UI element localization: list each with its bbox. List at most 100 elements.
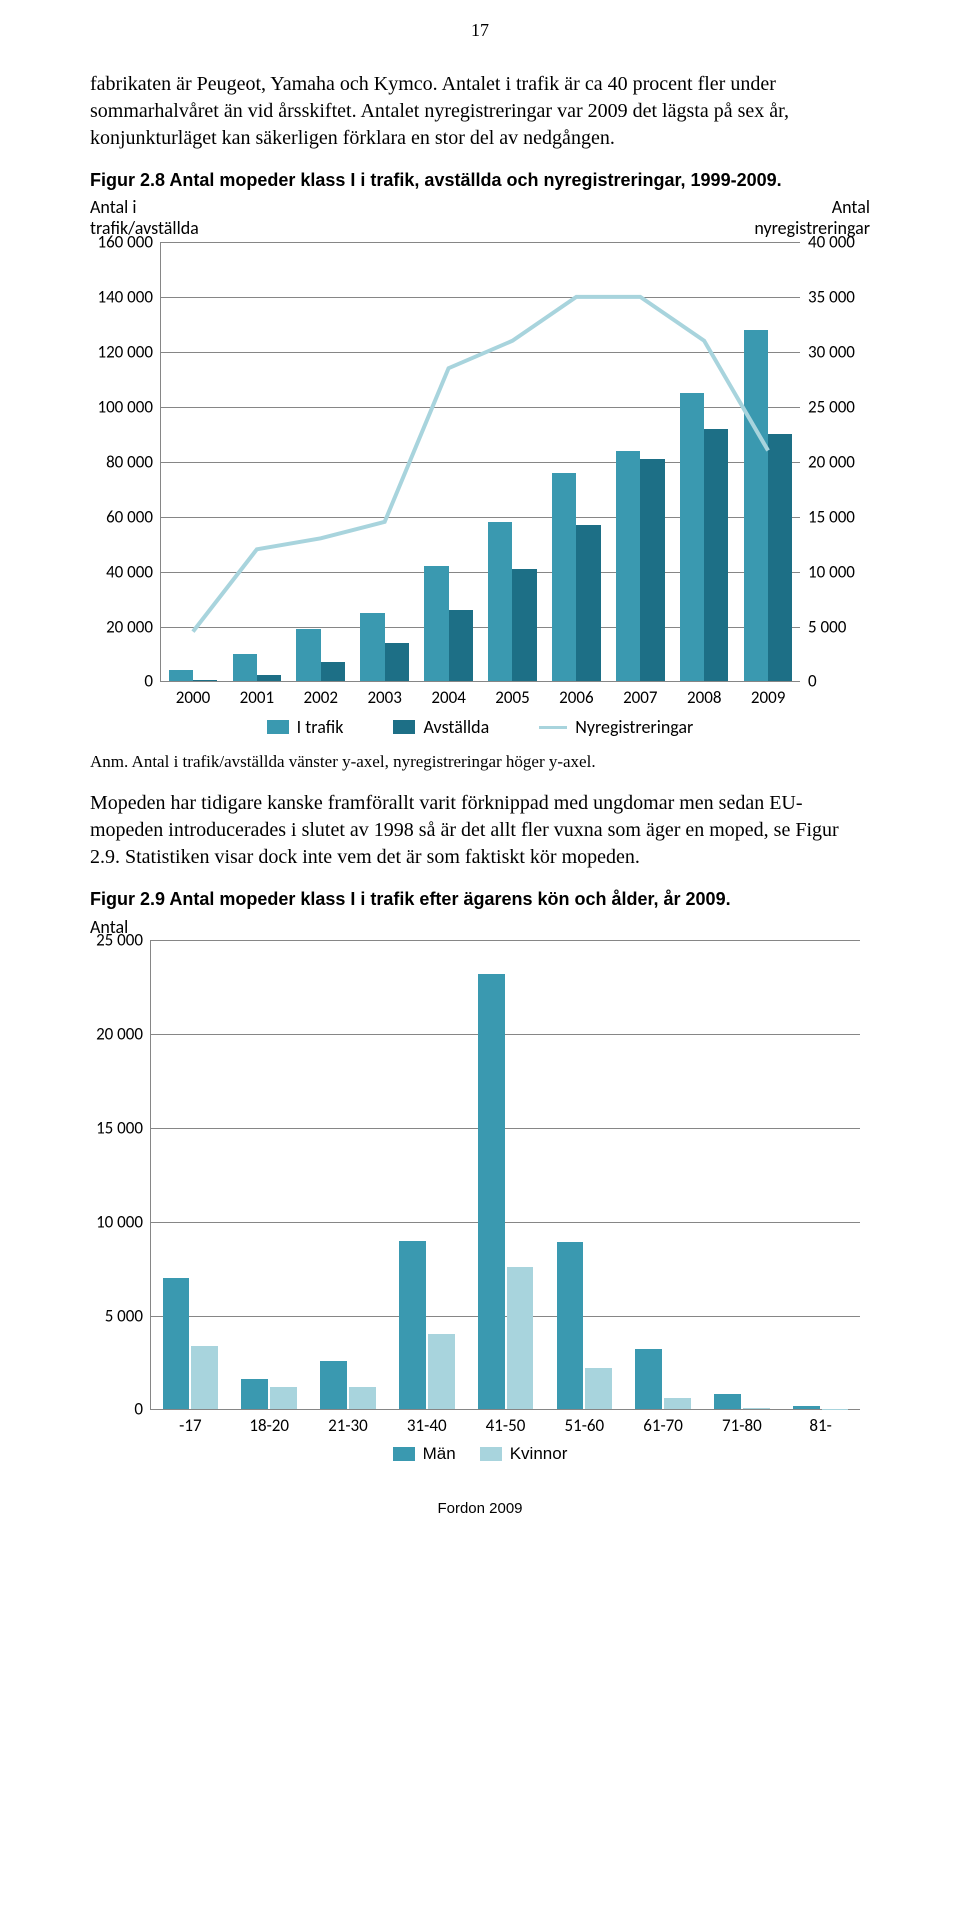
chart2-group: 41-50 [466, 940, 545, 1409]
bar-avstallda [704, 429, 728, 681]
bar-man [320, 1361, 347, 1410]
bar-man [399, 1241, 426, 1410]
chart1-xtick: 2002 [304, 687, 338, 708]
chart2-xtick: 31-40 [407, 1415, 447, 1436]
legend-label-nyreg: Nyregistreringar [575, 716, 693, 738]
chart1-xtick: 2000 [176, 687, 210, 708]
bar-i-trafik [744, 330, 768, 681]
chart2-legend: Män Kvinnor [90, 1444, 870, 1464]
chart1-xtick: 2006 [559, 687, 593, 708]
page-footer: Fordon 2009 [90, 1500, 870, 1517]
chart2-ylabel: Antal [90, 916, 870, 938]
chart2-ytick: 10 000 [91, 1211, 143, 1232]
chart1-xtick: 2009 [751, 687, 785, 708]
chart1-ytick-right: 10 000 [808, 561, 870, 582]
bar-avstallda [385, 643, 409, 681]
chart2-group: 18-20 [230, 940, 309, 1409]
bar-kvinnor [585, 1368, 612, 1409]
bar-kvinnor [191, 1346, 218, 1410]
figure-2.8-title: Figur 2.8 Antal mopeder klass I i trafik… [90, 170, 870, 191]
chart2-xtick: 21-30 [328, 1415, 368, 1436]
bar-kvinnor [507, 1267, 534, 1410]
bar-avstallda [321, 662, 345, 681]
chart1-ytick-left: 0 [91, 671, 153, 692]
chart2-group: 31-40 [387, 940, 466, 1409]
bar-man [635, 1349, 662, 1409]
chart2-ytick: 15 000 [91, 1117, 143, 1138]
chart1-ytick-right: 40 000 [808, 232, 870, 253]
bar-i-trafik [680, 393, 704, 681]
chart1-group: 2003 [353, 242, 417, 681]
chart1-group: 2004 [417, 242, 481, 681]
chart1-ytick-right: 30 000 [808, 342, 870, 363]
bar-i-trafik [360, 613, 384, 682]
bar-kvinnor [822, 1409, 849, 1410]
chart1-group: 2001 [225, 242, 289, 681]
chart1-ytick-right: 0 [808, 671, 870, 692]
chart1-xtick: 2008 [687, 687, 721, 708]
chart1-ytick-right: 20 000 [808, 451, 870, 472]
chart2-group: 51-60 [545, 940, 624, 1409]
chart1-group: 2002 [289, 242, 353, 681]
chart1-ytick-left: 120 000 [91, 342, 153, 363]
bar-i-trafik [488, 522, 512, 681]
paragraph-2: Mopeden har tidigare kanske framförallt … [90, 790, 870, 871]
bar-avstallda [193, 680, 217, 681]
bar-i-trafik [296, 629, 320, 681]
legend-item-nyreg: Nyregistreringar [539, 716, 693, 738]
bar-man [241, 1379, 268, 1409]
chart1-group: 2000 [161, 242, 225, 681]
figure-2.9-chart: Antal 05 00010 00015 00020 00025 000-171… [90, 916, 870, 1464]
legend-item-man: Män [393, 1444, 456, 1464]
bar-i-trafik [169, 670, 193, 681]
bar-kvinnor [428, 1334, 455, 1409]
chart2-ytick: 0 [91, 1399, 143, 1420]
legend-item-avstallda: Avställda [393, 716, 489, 738]
chart1-ytick-left: 40 000 [91, 561, 153, 582]
bar-avstallda [449, 610, 473, 681]
bar-man [478, 974, 505, 1409]
bar-avstallda [640, 459, 664, 681]
chart1-group: 2008 [672, 242, 736, 681]
bar-man [163, 1278, 190, 1409]
chart1-ytick-right: 35 000 [808, 287, 870, 308]
chart1-ytick-left: 80 000 [91, 451, 153, 472]
chart2-xtick: 81- [809, 1415, 831, 1436]
legend-item-i-trafik: I trafik [267, 716, 344, 738]
chart1-ytick-left: 20 000 [91, 616, 153, 637]
chart2-xtick: 71-80 [722, 1415, 762, 1436]
bar-i-trafik [616, 451, 640, 681]
bar-man [793, 1406, 820, 1409]
chart2-ytick: 25 000 [91, 930, 143, 951]
chart2-xtick: 51-60 [564, 1415, 604, 1436]
bar-avstallda [512, 569, 536, 681]
figure-2.8-chart: Antal itrafik/avställda Antalnyregistrer… [90, 197, 870, 738]
chart1-ytick-right: 25 000 [808, 397, 870, 418]
chart2-group: -17 [151, 940, 230, 1409]
legend-label-avstallda: Avställda [423, 716, 489, 738]
chart2-group: 21-30 [309, 940, 388, 1409]
legend-label-man: Män [423, 1444, 456, 1464]
chart2-xtick: 18-20 [249, 1415, 289, 1436]
bar-i-trafik [424, 566, 448, 681]
chart1-group: 2007 [608, 242, 672, 681]
legend-label-kvinnor: Kvinnor [510, 1444, 568, 1464]
chart1-group: 2005 [481, 242, 545, 681]
chart2-xtick: -17 [179, 1415, 201, 1436]
bar-avstallda [768, 434, 792, 681]
bar-man [714, 1394, 741, 1409]
chart1-ytick-right: 15 000 [808, 506, 870, 527]
chart2-ytick: 5 000 [91, 1305, 143, 1326]
chart1-xtick: 2007 [623, 687, 657, 708]
chart1-xtick: 2005 [495, 687, 529, 708]
bar-kvinnor [743, 1408, 770, 1410]
paragraph-1: fabrikaten är Peugeot, Yamaha och Kymco.… [90, 71, 870, 152]
chart1-group: 2006 [544, 242, 608, 681]
bar-man [557, 1242, 584, 1409]
chart1-ytick-right: 5 000 [808, 616, 870, 637]
bar-kvinnor [270, 1387, 297, 1410]
bar-kvinnor [349, 1387, 376, 1410]
chart2-ytick: 20 000 [91, 1024, 143, 1045]
figure-2.9-title: Figur 2.9 Antal mopeder klass I i trafik… [90, 889, 870, 910]
legend-item-kvinnor: Kvinnor [480, 1444, 568, 1464]
